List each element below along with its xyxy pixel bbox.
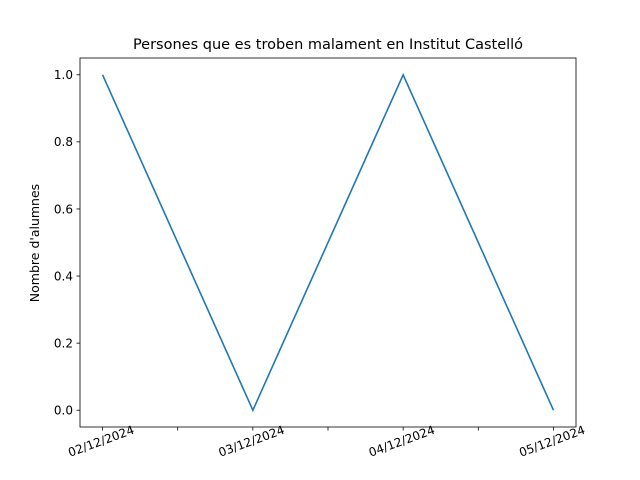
series-line-0 — [101, 72, 555, 413]
y-tick-label-5: 1.0 — [54, 68, 73, 82]
y-tick-label-0: 0.0 — [54, 404, 73, 418]
y-tick-label-4: 0.8 — [54, 135, 73, 149]
y-tick-label-2: 0.4 — [54, 269, 73, 283]
chart-title: Persones que es troben malament en Insti… — [133, 37, 523, 53]
y-tick-label-1: 0.2 — [54, 336, 73, 350]
y-tick-label-3: 0.6 — [54, 202, 73, 216]
y-axis-label: Nombre d'alumnes — [27, 184, 42, 302]
